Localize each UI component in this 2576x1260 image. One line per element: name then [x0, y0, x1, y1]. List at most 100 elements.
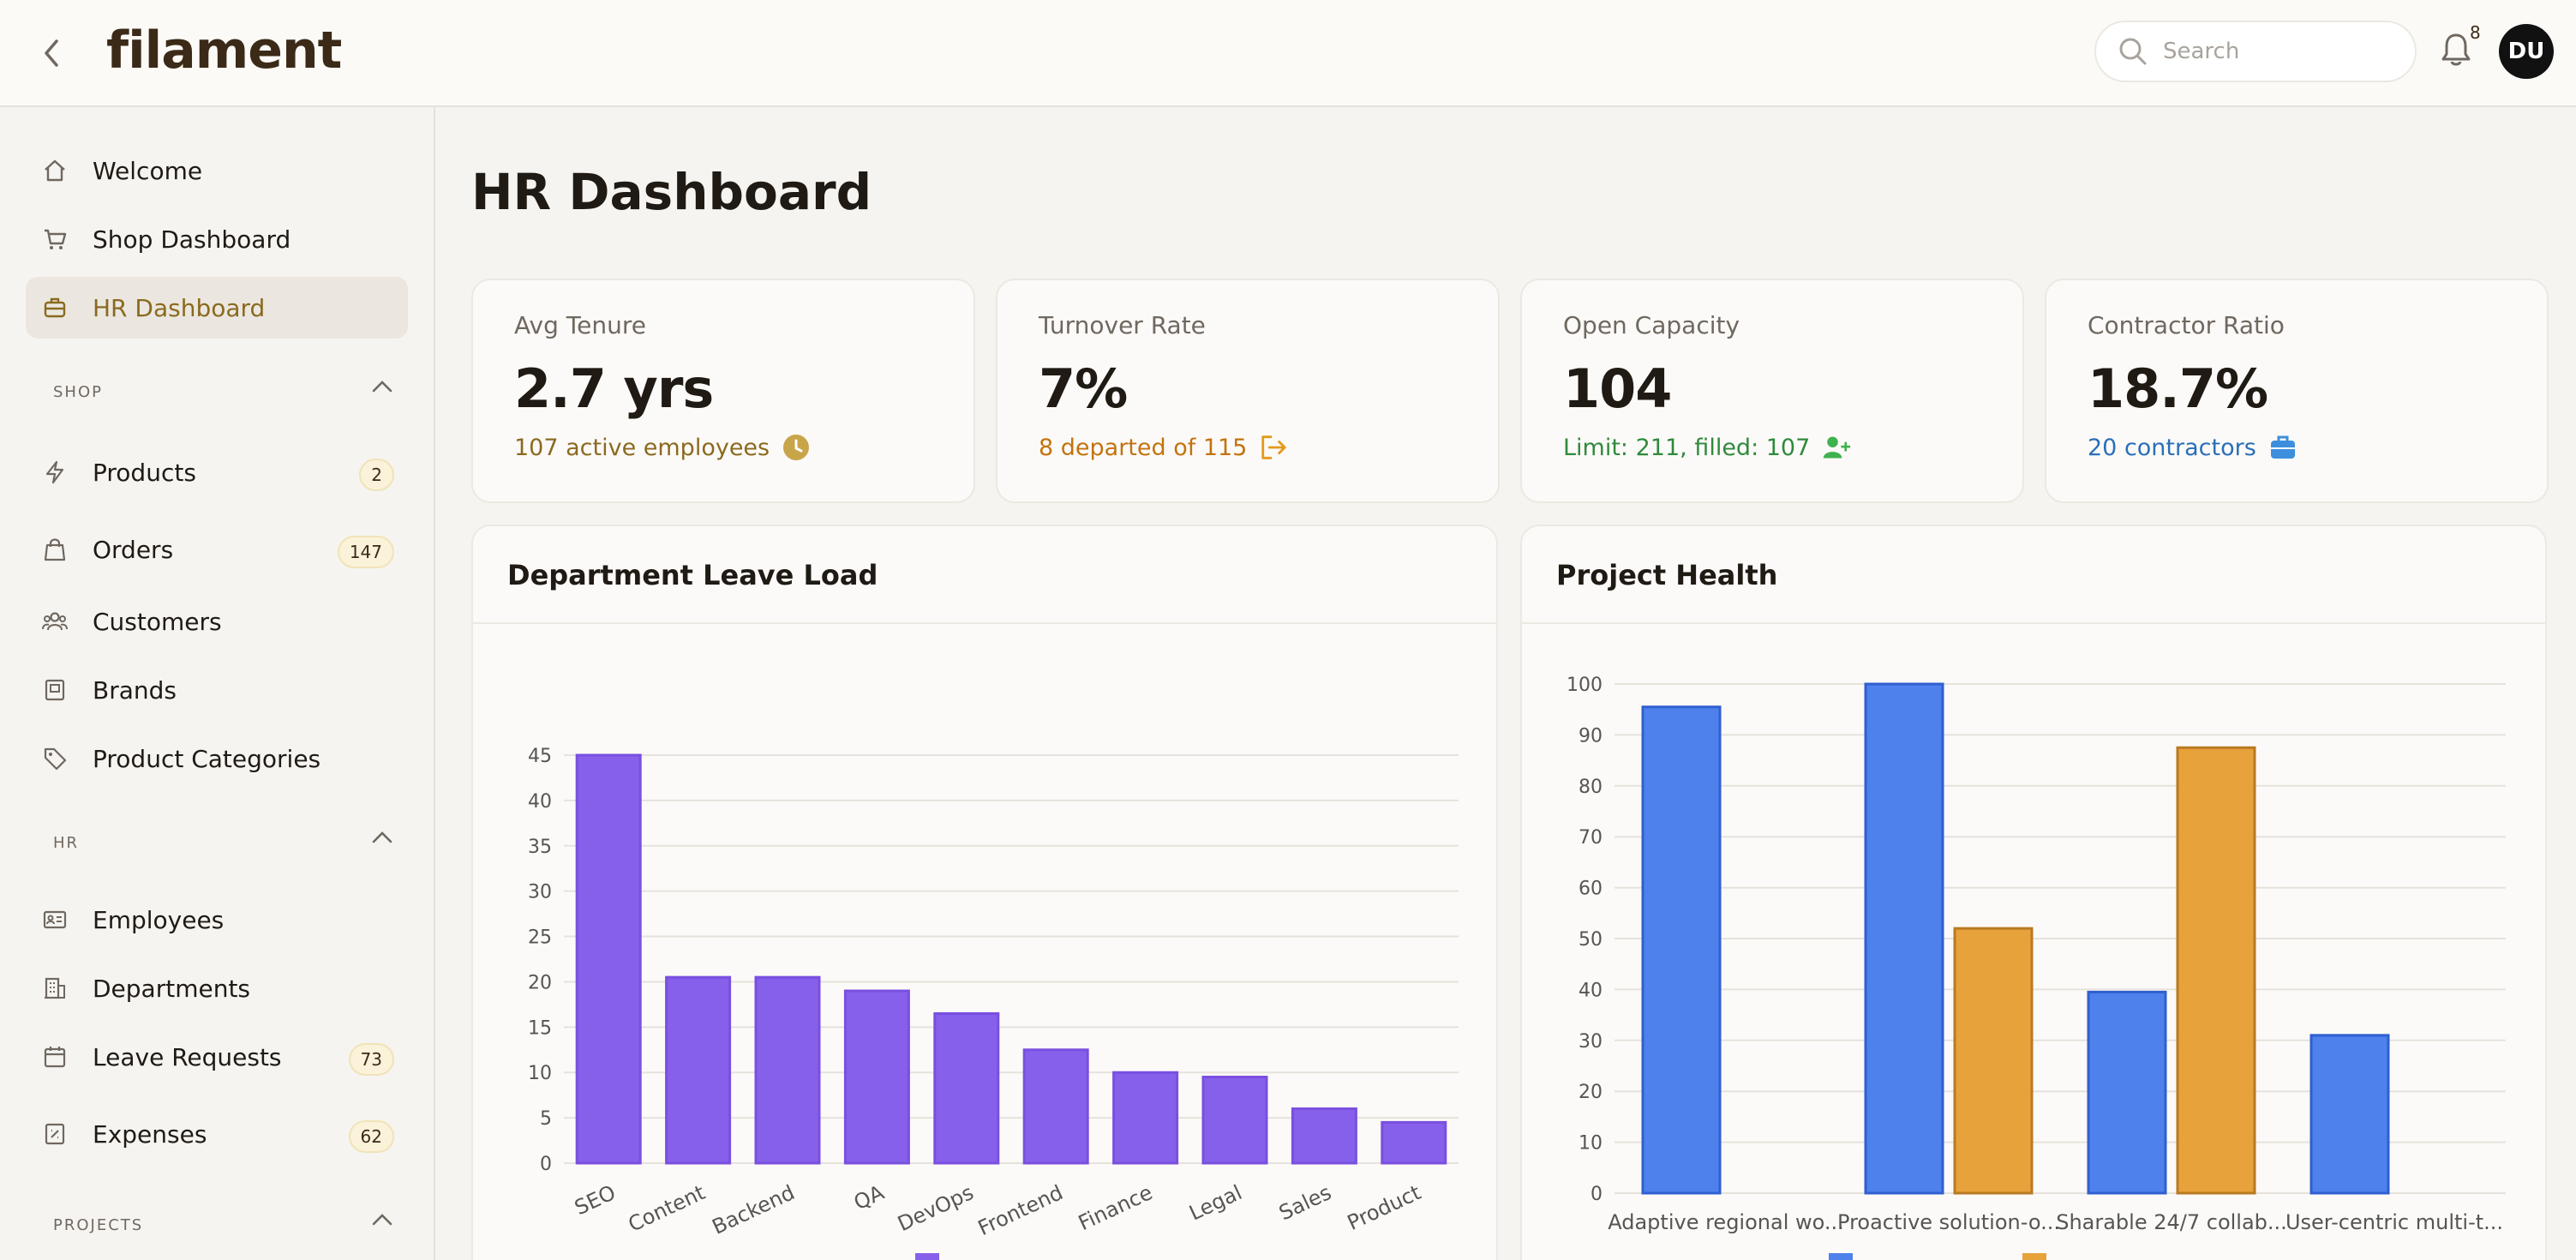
group-label-hr: HR	[53, 834, 80, 852]
stat-description: 8 departed of 115	[1039, 433, 1288, 462]
bar	[1381, 1120, 1447, 1165]
count-badge: 62	[348, 1120, 394, 1153]
cart-icon	[41, 225, 69, 253]
stat-description-text: 8 departed of 115	[1039, 434, 1248, 461]
x-tick-label: Adaptive regional wo...	[1608, 1210, 1844, 1234]
sidebar-item-employees[interactable]: Employees	[26, 889, 408, 951]
bar	[1112, 1071, 1179, 1165]
stat-description: Limit: 211, filled: 107	[1563, 433, 1851, 462]
chart-header: Project Health	[1522, 526, 2545, 624]
logout-icon	[1259, 433, 1288, 462]
stat-value: 104	[1563, 357, 1672, 420]
y-tick-label: 30	[1579, 1031, 1603, 1053]
bar	[843, 989, 910, 1165]
y-tick-label: 40	[1579, 980, 1603, 1001]
y-tick-label: 80	[1579, 777, 1603, 798]
chevron-left-icon	[45, 39, 58, 67]
stat-value: 18.7%	[2088, 357, 2268, 420]
stat-label: Open Capacity	[1563, 311, 1740, 339]
sidebar-item-label: Leave Requests	[93, 1042, 282, 1071]
sidebar-item-label: Departments	[93, 974, 251, 1003]
group-label-projects: PROJECTS	[53, 1216, 144, 1234]
sidebar-item-label: HR Dashboard	[93, 293, 266, 322]
stat-description-text: 107 active employees	[514, 434, 770, 461]
chart-card-department-leave-load: Department Leave Load 0 5 10 15 20 25 30 35 40 45…	[471, 525, 1498, 1260]
sidebar-item-orders[interactable]: Orders 147	[26, 519, 408, 580]
stat-card-contractor-ratio: Contractor Ratio 18.7% 20 contractors	[2045, 279, 2549, 503]
back-button[interactable]	[34, 33, 69, 74]
x-tick-label: Frontend	[974, 1180, 1067, 1240]
sidebar-item-product-categories[interactable]: Product Categories	[26, 728, 408, 789]
x-tick-label: Product	[1344, 1180, 1424, 1235]
sidebar-item-label: Orders	[93, 535, 174, 564]
bar-chart-department-leave-load: 0 5 10 15 20 25 30 35 40 45 SEO Content Backend QA Dev…	[528, 746, 1459, 1260]
legend-swatch	[2022, 1253, 2046, 1260]
stat-value: 2.7 yrs	[514, 357, 714, 420]
group-toggle-projects[interactable]	[370, 1211, 398, 1232]
sidebar-item-hr-dashboard[interactable]: HR Dashboard	[26, 277, 408, 339]
chevron-up-icon	[372, 381, 392, 393]
avatar[interactable]: DU	[2499, 24, 2554, 79]
stat-description-text: 20 contractors	[2088, 434, 2256, 461]
chart-header: Department Leave Load	[473, 526, 1496, 624]
sidebar-item-shop-dashboard[interactable]: Shop Dashboard	[26, 208, 408, 270]
shopping-bag-icon	[41, 536, 69, 563]
bar	[1641, 705, 1722, 1195]
legend-swatch	[915, 1253, 939, 1260]
sidebar-item-welcome[interactable]: Welcome	[26, 140, 408, 201]
sidebar-item-label: Expenses	[93, 1119, 207, 1149]
sidebar-item-customers[interactable]: Customers	[26, 591, 408, 652]
stat-value: 7%	[1039, 357, 1128, 420]
stat-card-open-capacity: Open Capacity 104 Limit: 211, filled: 10…	[1520, 279, 2024, 503]
search-input[interactable]	[2163, 39, 2386, 64]
bar	[2309, 1034, 2390, 1195]
stat-description: 20 contractors	[2088, 433, 2297, 462]
bar	[1201, 1076, 1268, 1165]
sidebar-item-label: Welcome	[93, 156, 203, 185]
users-icon	[41, 608, 69, 635]
stat-card-turnover-rate: Turnover Rate 7% 8 departed of 115	[996, 279, 1500, 503]
building-icon	[41, 975, 69, 1002]
bar	[1864, 682, 1944, 1195]
y-tick-label: 45	[528, 746, 552, 767]
count-badge: 2	[359, 459, 394, 491]
sidebar-item-departments[interactable]: Departments	[26, 957, 408, 1019]
briefcase-icon	[2268, 433, 2297, 462]
x-tick-label: Legal	[1185, 1180, 1245, 1226]
sidebar-item-brands[interactable]: Brands	[26, 659, 408, 721]
notifications-count: 8	[2470, 22, 2481, 43]
search-box[interactable]	[2094, 21, 2417, 82]
stat-label: Turnover Rate	[1039, 311, 1206, 339]
x-tick-label: Sharable 24/7 collab...	[2056, 1210, 2287, 1234]
chevron-up-icon	[372, 831, 392, 843]
count-badge: 73	[348, 1043, 394, 1076]
group-toggle-hr[interactable]	[370, 829, 398, 849]
bar	[1291, 1107, 1357, 1165]
book-icon	[41, 676, 69, 704]
chart-title: Project Health	[1556, 559, 1778, 591]
x-tick-label: DevOps	[894, 1180, 977, 1236]
bar	[1022, 1048, 1089, 1165]
bar-chart-project-health: 0 10 20 30 40 50 60 70 80 90 100 Adaptive regional …	[1567, 675, 2506, 1260]
stat-description: 107 active employees	[514, 433, 811, 462]
bar	[665, 975, 732, 1165]
y-tick-label: 90	[1579, 725, 1603, 747]
y-tick-label: 100	[1567, 675, 1603, 696]
y-tick-label: 60	[1579, 879, 1603, 900]
group-toggle-shop[interactable]	[370, 378, 398, 399]
sidebar-item-expenses[interactable]: Expenses 62	[26, 1103, 408, 1165]
bar	[933, 1011, 1000, 1165]
y-tick-label: 0	[1591, 1184, 1603, 1205]
sidebar-item-label: Products	[93, 458, 196, 487]
stat-card-avg-tenure: Avg Tenure 2.7 yrs 107 active employees	[471, 279, 975, 503]
sidebar-item-label: Customers	[93, 607, 222, 636]
sidebar-item-leave-requests[interactable]: Leave Requests 73	[26, 1026, 408, 1088]
notifications-button[interactable]	[2439, 31, 2477, 72]
sidebar-item-label: Shop Dashboard	[93, 225, 291, 254]
x-tick-label: User-centric multi-t...	[2285, 1210, 2503, 1234]
x-tick-label: Content	[625, 1180, 709, 1237]
app-logo[interactable]: filament	[106, 21, 342, 81]
sidebar-item-products[interactable]: Products 2	[26, 441, 408, 503]
user-plus-icon	[1822, 433, 1851, 462]
sidebar-item-label: Product Categories	[93, 744, 321, 773]
